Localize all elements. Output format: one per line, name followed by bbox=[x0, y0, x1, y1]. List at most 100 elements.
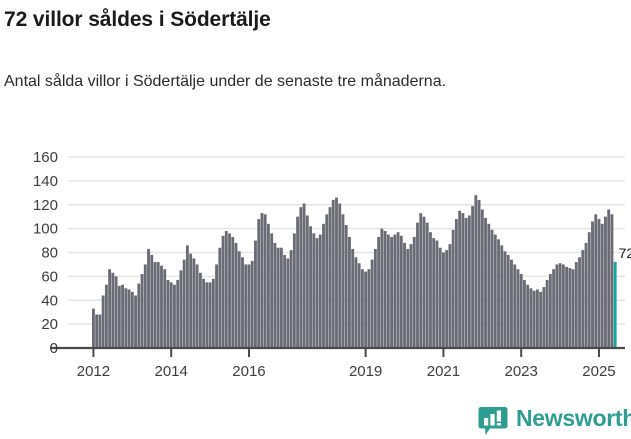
bar[interactable] bbox=[92, 308, 95, 348]
bar[interactable] bbox=[403, 242, 406, 348]
bar[interactable] bbox=[198, 272, 202, 348]
bar[interactable] bbox=[380, 228, 384, 348]
bar[interactable] bbox=[234, 242, 238, 348]
bar[interactable] bbox=[568, 268, 572, 348]
bar[interactable] bbox=[367, 269, 371, 348]
bar[interactable] bbox=[98, 314, 102, 348]
bar[interactable] bbox=[279, 247, 283, 348]
bar[interactable] bbox=[348, 236, 351, 348]
bar[interactable] bbox=[432, 238, 436, 348]
bar[interactable] bbox=[604, 216, 607, 348]
bar[interactable] bbox=[176, 279, 180, 348]
bar[interactable] bbox=[548, 273, 552, 348]
bar[interactable] bbox=[344, 225, 348, 348]
bar[interactable] bbox=[561, 264, 565, 348]
bar[interactable] bbox=[373, 248, 377, 348]
bar[interactable] bbox=[386, 234, 390, 348]
bar[interactable] bbox=[134, 295, 137, 348]
bar[interactable] bbox=[523, 279, 526, 348]
bar[interactable] bbox=[218, 247, 222, 348]
bar[interactable] bbox=[493, 234, 497, 348]
bar[interactable] bbox=[477, 199, 481, 348]
bar[interactable] bbox=[124, 288, 128, 348]
bar-highlighted[interactable] bbox=[613, 262, 617, 348]
bar[interactable] bbox=[121, 284, 125, 348]
bar[interactable] bbox=[328, 207, 332, 348]
bar[interactable] bbox=[147, 248, 150, 348]
bar[interactable] bbox=[448, 244, 452, 348]
bar[interactable] bbox=[286, 258, 290, 348]
bar[interactable] bbox=[422, 216, 426, 348]
bar[interactable] bbox=[192, 258, 196, 348]
bar[interactable] bbox=[484, 217, 487, 348]
bar[interactable] bbox=[111, 272, 115, 348]
bar[interactable] bbox=[267, 223, 270, 348]
bar[interactable] bbox=[283, 254, 287, 348]
bar[interactable] bbox=[296, 216, 300, 348]
bar[interactable] bbox=[435, 240, 439, 348]
bar[interactable] bbox=[510, 259, 513, 348]
bar[interactable] bbox=[542, 287, 546, 348]
bar[interactable] bbox=[419, 213, 423, 348]
bar[interactable] bbox=[600, 223, 604, 348]
bar[interactable] bbox=[101, 295, 105, 348]
bar[interactable] bbox=[412, 236, 416, 348]
bar[interactable] bbox=[244, 264, 248, 348]
bar[interactable] bbox=[270, 233, 274, 348]
bar[interactable] bbox=[185, 245, 189, 348]
bar[interactable] bbox=[425, 222, 429, 348]
bar[interactable] bbox=[597, 219, 601, 348]
bar[interactable] bbox=[409, 244, 413, 348]
bar[interactable] bbox=[360, 269, 364, 348]
bar[interactable] bbox=[257, 219, 261, 348]
bar[interactable] bbox=[305, 215, 309, 348]
bar[interactable] bbox=[377, 236, 381, 348]
bar[interactable] bbox=[130, 291, 134, 348]
bar[interactable] bbox=[289, 250, 293, 348]
bar[interactable] bbox=[315, 238, 319, 348]
bar[interactable] bbox=[205, 282, 209, 348]
bar[interactable] bbox=[263, 214, 267, 348]
bar[interactable] bbox=[480, 209, 484, 348]
bar[interactable] bbox=[331, 199, 335, 348]
bar[interactable] bbox=[458, 210, 462, 348]
bar[interactable] bbox=[578, 257, 581, 348]
bar[interactable] bbox=[179, 270, 183, 348]
bar[interactable] bbox=[503, 251, 507, 348]
bar[interactable] bbox=[221, 235, 225, 348]
bar[interactable] bbox=[529, 288, 533, 348]
bar[interactable] bbox=[471, 205, 475, 348]
bar[interactable] bbox=[390, 236, 393, 348]
bar[interactable] bbox=[215, 264, 218, 348]
bar[interactable] bbox=[127, 289, 131, 348]
bar[interactable] bbox=[555, 264, 559, 348]
bar[interactable] bbox=[140, 273, 144, 348]
bar[interactable] bbox=[338, 203, 342, 348]
bar[interactable] bbox=[587, 232, 591, 348]
bar[interactable] bbox=[591, 221, 594, 348]
bar[interactable] bbox=[445, 250, 449, 348]
bar[interactable] bbox=[143, 264, 147, 348]
bar[interactable] bbox=[429, 232, 432, 348]
bar[interactable] bbox=[202, 278, 206, 348]
bar[interactable] bbox=[607, 209, 611, 348]
bar[interactable] bbox=[354, 257, 358, 348]
bar[interactable] bbox=[160, 265, 163, 348]
bar[interactable] bbox=[490, 229, 494, 348]
bar[interactable] bbox=[260, 213, 264, 348]
bar[interactable] bbox=[584, 242, 588, 348]
newsworthy-logo[interactable]: Newsworthy bbox=[478, 405, 631, 437]
bar[interactable] bbox=[95, 314, 99, 348]
bar[interactable] bbox=[497, 239, 500, 348]
bar[interactable] bbox=[513, 264, 517, 348]
bar[interactable] bbox=[108, 269, 112, 348]
bar[interactable] bbox=[237, 251, 241, 348]
bar[interactable] bbox=[539, 291, 543, 348]
bar[interactable] bbox=[322, 223, 325, 348]
bar[interactable] bbox=[312, 233, 316, 348]
bar[interactable] bbox=[182, 259, 186, 348]
bar[interactable] bbox=[292, 233, 296, 348]
bar[interactable] bbox=[519, 273, 523, 348]
bar[interactable] bbox=[117, 285, 121, 349]
bar[interactable] bbox=[383, 231, 387, 348]
